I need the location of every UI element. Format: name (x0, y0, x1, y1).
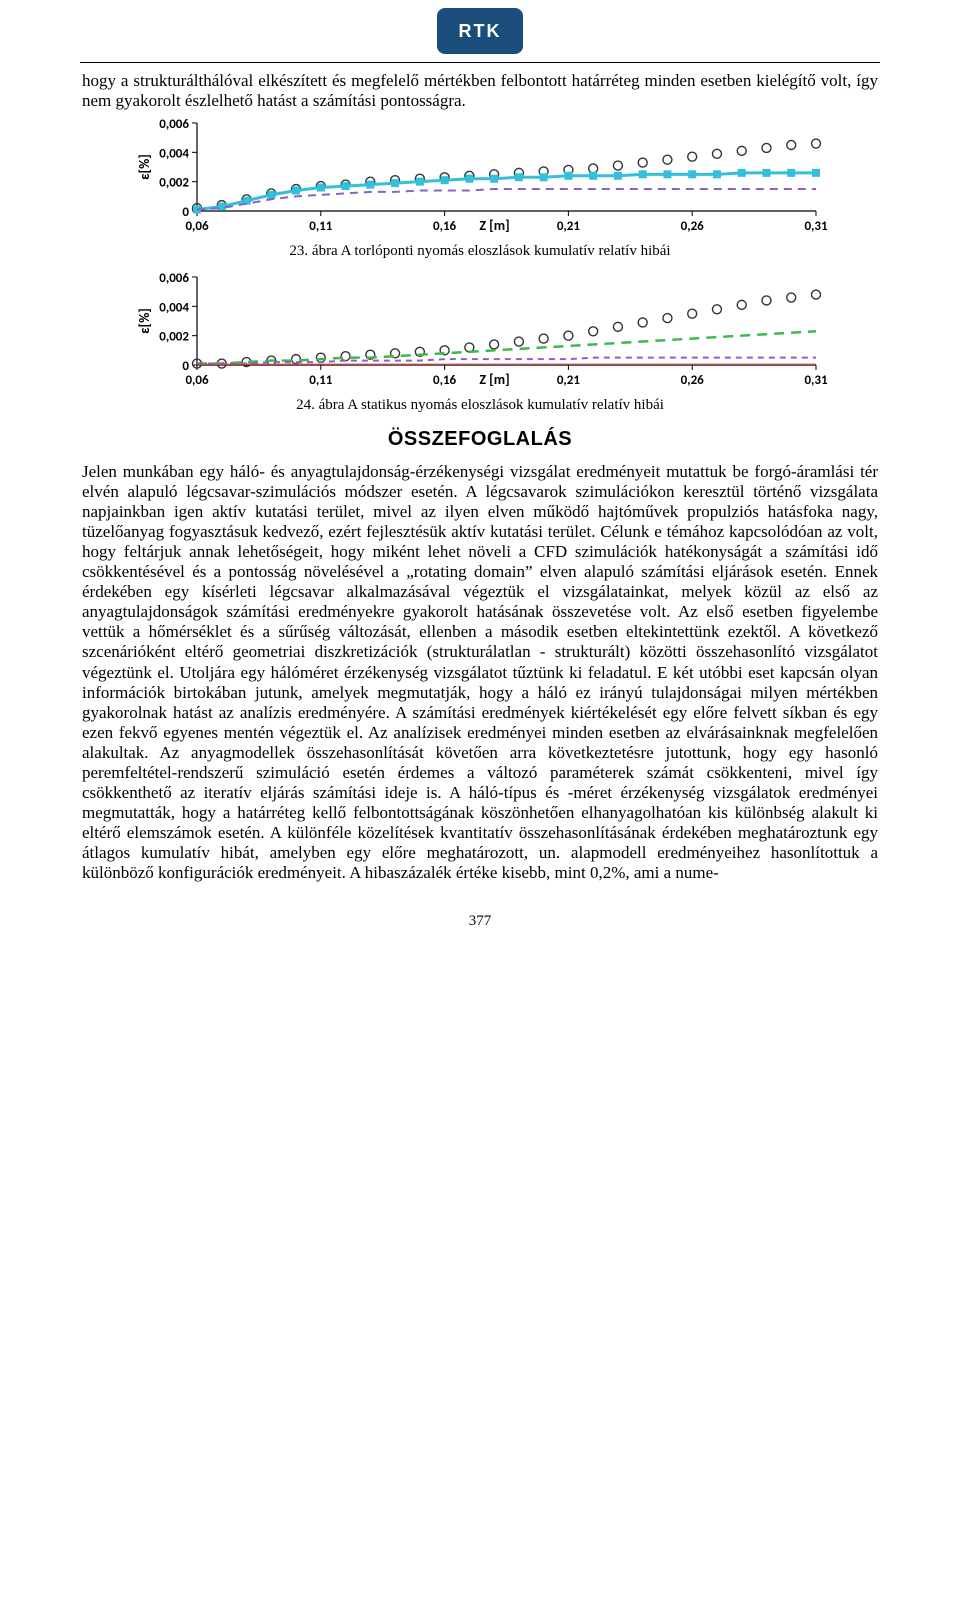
svg-text:0,16: 0,16 (433, 219, 457, 234)
svg-text:0,11: 0,11 (309, 219, 333, 234)
caption-24: 24. ábra A statikus nyomás eloszlások ku… (82, 397, 878, 415)
svg-text:0,31: 0,31 (804, 219, 828, 234)
caption-23: 23. ábra A torlóponti nyomás eloszlások … (82, 243, 878, 261)
chart-23: 0 0,002 0,004 0,006 0,06 0,11 0,16 0,21 0,26 0,31… (82, 117, 878, 237)
svg-text:0,21: 0,21 (556, 219, 580, 234)
chart-svg: 0 0,002 0,004 0,006 0,06 0,11 0,16 0,21 0,26 0,31… (133, 271, 828, 391)
svg-text:0,002: 0,002 (159, 176, 189, 191)
header-logo-wrap: RTK (0, 0, 960, 58)
svg-text:0,21: 0,21 (556, 373, 580, 388)
summary-heading: ÖSSZEFOGLALÁS (82, 428, 878, 452)
svg-text:0: 0 (182, 359, 189, 374)
svg-text:Z [m]: Z [m] (479, 371, 509, 388)
svg-text:0,11: 0,11 (309, 373, 333, 388)
svg-text:0,06: 0,06 (185, 219, 209, 234)
page-number: 377 (82, 913, 878, 931)
chart-svg: 0 0,002 0,004 0,006 0,06 0,11 0,16 0,21 0,26 0,31… (133, 117, 828, 237)
svg-text:0,26: 0,26 (680, 219, 704, 234)
svg-text:0: 0 (182, 205, 189, 220)
svg-text:0,006: 0,006 (159, 117, 189, 132)
summary-body: Jelen munkában egy háló- és anyagtulajdo… (82, 462, 878, 883)
svg-text:0,16: 0,16 (433, 373, 457, 388)
svg-text:0,06: 0,06 (185, 373, 209, 388)
svg-text:Z [m]: Z [m] (479, 217, 509, 234)
svg-text:0,004: 0,004 (159, 146, 189, 161)
page-content: hogy a strukturálthálóval elkészített és… (0, 71, 960, 931)
svg-text:0,31: 0,31 (804, 373, 828, 388)
svg-text:0,002: 0,002 (159, 329, 189, 344)
svg-text:ε[%]: ε[%] (136, 308, 153, 334)
svg-text:0,26: 0,26 (680, 373, 704, 388)
svg-text:0,006: 0,006 (159, 271, 189, 286)
header-rule (80, 62, 880, 63)
rtk-logo: RTK (437, 8, 523, 54)
svg-text:ε[%]: ε[%] (136, 154, 153, 180)
chart-24: 0 0,002 0,004 0,006 0,06 0,11 0,16 0,21 0,26 0,31… (82, 271, 878, 391)
svg-text:0,004: 0,004 (159, 300, 189, 315)
intro-paragraph: hogy a strukturálthálóval elkészített és… (82, 71, 878, 111)
